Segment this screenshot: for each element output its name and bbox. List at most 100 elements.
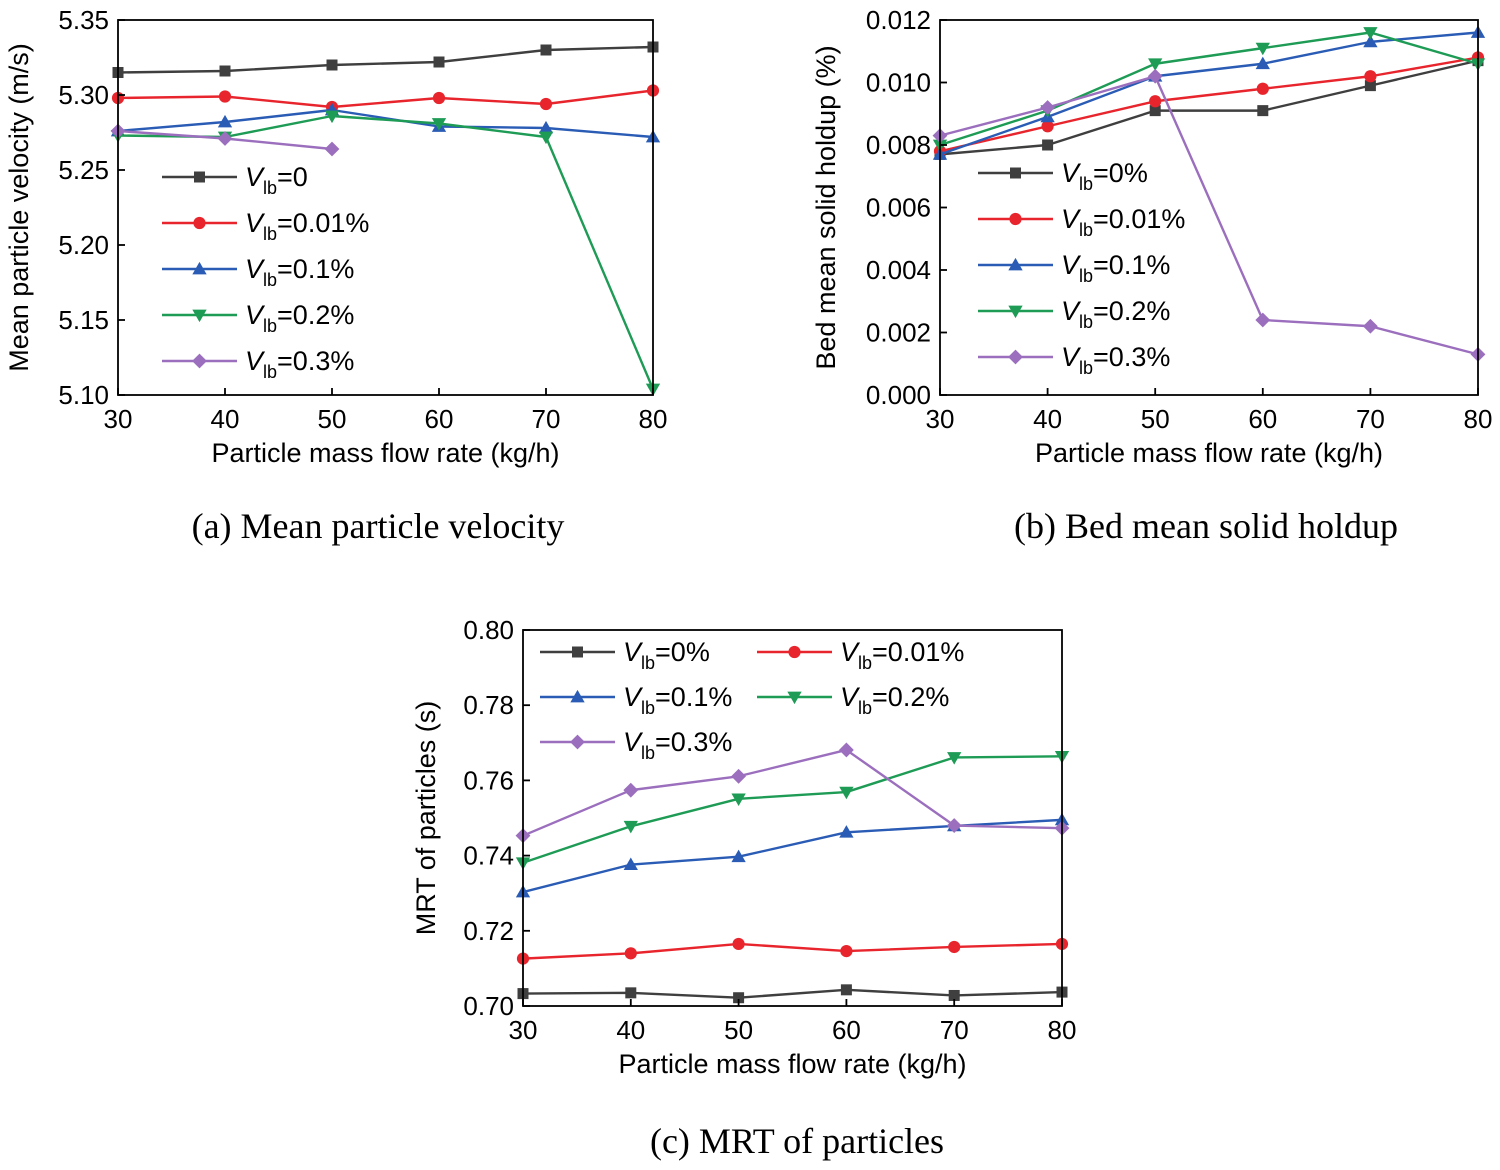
legend-label-0-1: Vlb=0.1% [245,254,354,290]
y-tick-label-5-15: 5.15 [58,305,109,335]
data-point-0-40 [625,987,637,999]
y-tick-label-0-01: 0.010 [866,68,931,98]
y-axis-title: Bed mean solid holdup (%) [811,45,841,369]
data-point-0-2-60 [839,786,854,800]
data-point-0-3-50 [324,141,340,157]
data-point-0-3-60 [1255,312,1271,328]
legend: Vlb=0 Vlb=0.01% Vlb=0.1% Vlb=0.2% Vlb=0.3% [162,162,369,382]
data-point-0-01-50 [732,937,745,951]
legend-marker-0-2 [1008,305,1023,319]
series-line-0-01 [522,942,1063,960]
data-point-0-3-40 [217,131,233,146]
legend-marker-0-1 [1008,257,1023,271]
y-tick-label-0-78: 0.78 [463,690,514,720]
series-line-0-1 [117,108,654,139]
data-point-0-50 [733,992,745,1004]
legend-marker-0-2 [192,309,207,323]
legend-label-0-2: Vlb=0.2% [1061,296,1170,332]
y-tick-label-0-008: 0.008 [866,130,931,160]
data-point-0-01-70 [1364,70,1377,83]
x-axis-title: Particle mass flow rate (kg/h) [1035,438,1383,468]
x-tick-label-80: 80 [1048,1015,1077,1045]
x-tick-label-80: 80 [639,404,668,434]
series-line-0-2 [522,755,1063,864]
legend-marker-0 [1010,167,1021,179]
legend-marker-0-1 [192,261,207,275]
legend-label-0-01: Vlb=0.01% [840,637,964,673]
y-axis-title: MRT of particles (s) [411,701,441,936]
y-tick-label-0-72: 0.72 [463,916,514,946]
y-tick-label-0-74: 0.74 [463,841,514,871]
x-tick-label-80: 80 [1464,404,1493,434]
data-point-0-01-50 [1149,95,1162,108]
data-point-0-3-60 [838,742,854,758]
series-line-0-2 [939,31,1479,147]
y-tick-label-0-002: 0.002 [866,318,931,348]
data-point-0-50 [1149,105,1161,117]
series-line-0-01 [939,56,1479,153]
legend-label-0-1: Vlb=0.1% [623,682,732,718]
data-point-0-01-70 [539,97,553,111]
y-tick-label-5-35: 5.35 [58,5,109,35]
x-tick-label-50: 50 [724,1015,753,1045]
legend-label-0-3: Vlb=0.3% [1061,342,1170,378]
data-point-0-60 [840,984,852,996]
y-tick-label-5-25: 5.25 [58,155,109,185]
data-point-0-01-40 [218,90,232,103]
data-point-0-1-70 [538,120,554,134]
axes-frame [522,629,1063,1007]
x-tick-label-70: 70 [1356,404,1385,434]
caption-c: (c) MRT of particles [650,1121,944,1161]
x-tick-label-50: 50 [1141,404,1170,434]
y-tick-label-0-7: 0.70 [463,991,514,1021]
x-axis-title: Particle mass flow rate (kg/h) [618,1049,966,1079]
data-point-0-1-40 [217,114,233,128]
y-tick-label-0-006: 0.006 [866,193,931,223]
series-line-0-1 [522,818,1063,894]
data-point-0-1-60 [1255,56,1270,70]
plot-area [110,41,661,397]
data-point-0-3-40 [623,782,639,798]
series-line-0 [117,45,654,74]
x-tick-label-30: 30 [104,404,133,434]
x-tick-label-50: 50 [318,404,347,434]
legend-marker-0-3 [192,353,207,369]
x-tick-label-60: 60 [425,404,454,434]
data-point-0-2-70 [947,752,962,765]
data-point-0-2-50 [731,793,746,806]
x-tick-label-40: 40 [1033,404,1062,434]
y-tick-label-0-76: 0.76 [463,765,514,795]
x-axis-title: Particle mass flow rate (kg/h) [211,438,559,468]
y-tick-label-5-3: 5.30 [58,80,109,110]
x-tick-label-60: 60 [1248,404,1277,434]
legend-label-0-2: Vlb=0.2% [245,300,354,336]
data-point-0-01-60 [1256,82,1269,95]
data-point-0-1-40 [623,857,638,870]
data-point-0-60 [433,56,445,68]
y-tick-label-0: 0.000 [866,380,931,410]
legend-label-0-01: Vlb=0.01% [245,208,369,244]
x-tick-label-70: 70 [940,1015,969,1045]
chart-panel-a: 30 40 50 60 70 80 5.10 5.15 5.20 5.25 5.30 5.35 Part… [4,5,667,468]
data-point-0-01-40 [1041,120,1054,133]
series-line-0-2 [117,114,655,390]
data-point-0-2-60 [431,118,447,131]
caption-a: (a) Mean particle velocity [192,506,565,546]
data-point-0-01-60 [840,945,853,958]
legend-marker-0-3 [1008,349,1023,365]
legend-label-0-2: Vlb=0.2% [840,682,949,718]
legend-label-0: Vlb=0% [623,637,710,673]
legend-marker-0 [194,171,205,183]
plot-area [515,742,1070,1004]
data-point-0-01-60 [432,91,446,105]
legend-marker-0-3 [570,734,585,750]
x-tick-label-60: 60 [832,1015,861,1045]
data-point-0-40 [1042,139,1054,151]
y-tick-label-0-012: 0.012 [866,5,931,35]
x-tick-label-30: 30 [926,404,955,434]
legend-marker-0-01 [193,216,206,230]
data-point-0-3-70 [946,818,962,833]
legend-label-0-1: Vlb=0.1% [1061,250,1170,286]
x-tick-label-70: 70 [532,404,561,434]
